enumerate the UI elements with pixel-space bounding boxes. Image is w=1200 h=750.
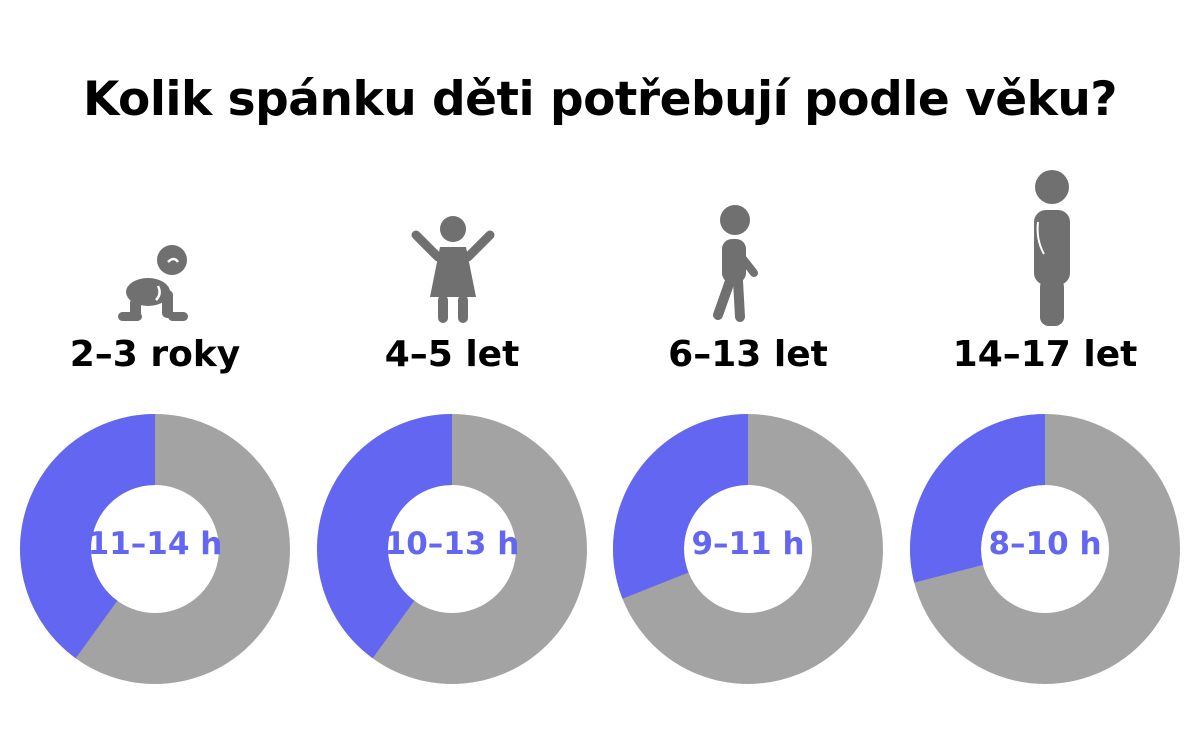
sleep-hours-label: 8–10 h — [988, 526, 1102, 562]
age-label: 6–13 let — [668, 334, 828, 375]
walking-child-icon — [713, 205, 758, 322]
page-title: Kolik spánku děti potřebují podle věku? — [82, 72, 1118, 127]
sleep-hours-label: 11–14 h — [87, 526, 223, 562]
donut-chart — [20, 414, 290, 684]
donut-chart — [910, 414, 1180, 684]
sleep-hours-label: 9–11 h — [691, 526, 805, 562]
donut-highlight-segment — [317, 414, 452, 659]
age-label: 2–3 roky — [69, 334, 241, 375]
donut-chart — [613, 414, 883, 684]
sleep-hours-label: 10–13 h — [384, 526, 520, 562]
age-label: 4–5 let — [384, 334, 520, 375]
donut-highlight-segment — [613, 414, 748, 599]
donut-chart — [317, 414, 587, 684]
child-arms-up-icon — [411, 216, 495, 323]
crawling-baby-icon — [118, 245, 188, 321]
donut-highlight-segment — [910, 414, 1045, 583]
donut-highlight-segment — [20, 414, 155, 659]
age-label: 14–17 let — [952, 334, 1138, 375]
standing-teen-icon — [1034, 170, 1070, 326]
